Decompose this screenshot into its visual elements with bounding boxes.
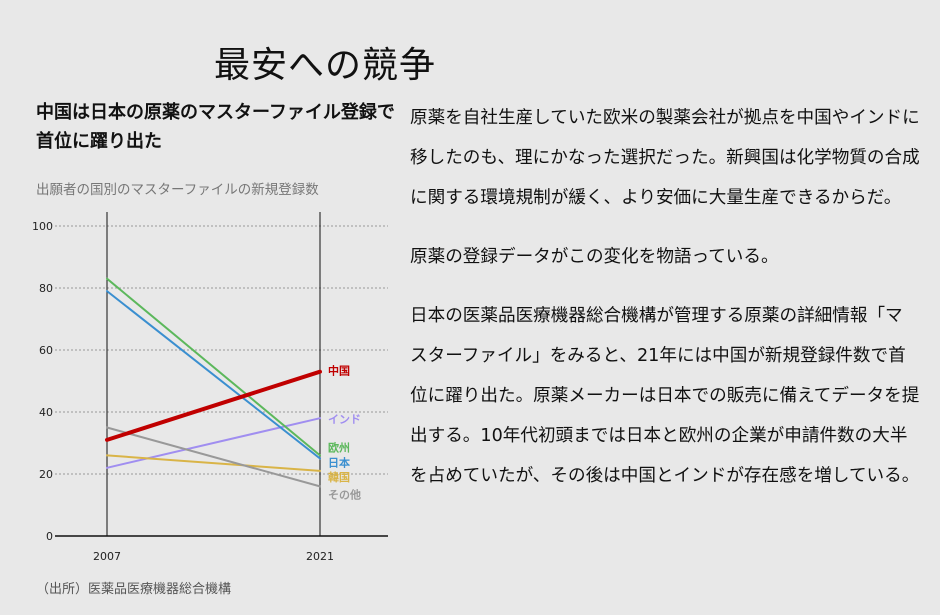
- y-tick-label: 60: [39, 344, 53, 357]
- series-line: [106, 454, 321, 472]
- article-body: 原薬を自社生産していた欧米の製薬会社が拠点を中国やインドに移したのも、理にかなっ…: [410, 98, 920, 515]
- y-tick-label: 40: [39, 406, 53, 419]
- series-line: [106, 290, 321, 460]
- y-tick-label: 100: [32, 220, 53, 233]
- series-line: [105, 369, 322, 442]
- article-paragraph-2: 原薬の登録データがこの変化を物語っている。: [410, 247, 779, 267]
- series-label: インド: [328, 413, 361, 426]
- article-paragraph-1: 原薬を自社生産していた欧米の製薬会社が拠点を中国やインドに移したのも、理にかなっ…: [410, 108, 920, 208]
- series-label: 日本: [328, 456, 350, 470]
- chart-subtitle: 出願者の国別のマスターファイルの新規登録数: [36, 182, 319, 198]
- series-label: その他: [328, 487, 361, 501]
- chart-title: 中国は日本の原薬のマスターファイル登録で首位に躍り出た: [36, 102, 395, 152]
- chart-source: （出所）医薬品医療機器総合機構: [36, 582, 232, 597]
- series-line: [106, 426, 321, 488]
- series-label: 韓国: [328, 470, 350, 484]
- x-tick-label: 2021: [306, 550, 334, 563]
- series-label: 欧州: [328, 440, 350, 454]
- series-line: [106, 417, 321, 469]
- y-tick-label: 0: [46, 530, 53, 543]
- y-tick-label: 20: [39, 468, 53, 481]
- page-title: 最安への競争: [214, 45, 437, 87]
- x-tick-label: 2007: [93, 550, 121, 563]
- y-tick-label: 80: [39, 282, 53, 295]
- series-line: [106, 277, 321, 457]
- article-paragraph-3: 日本の医薬品医療機器総合機構が管理する原薬の詳細情報「マスターファイル」をみると…: [410, 306, 920, 486]
- series-label: 中国: [328, 364, 350, 378]
